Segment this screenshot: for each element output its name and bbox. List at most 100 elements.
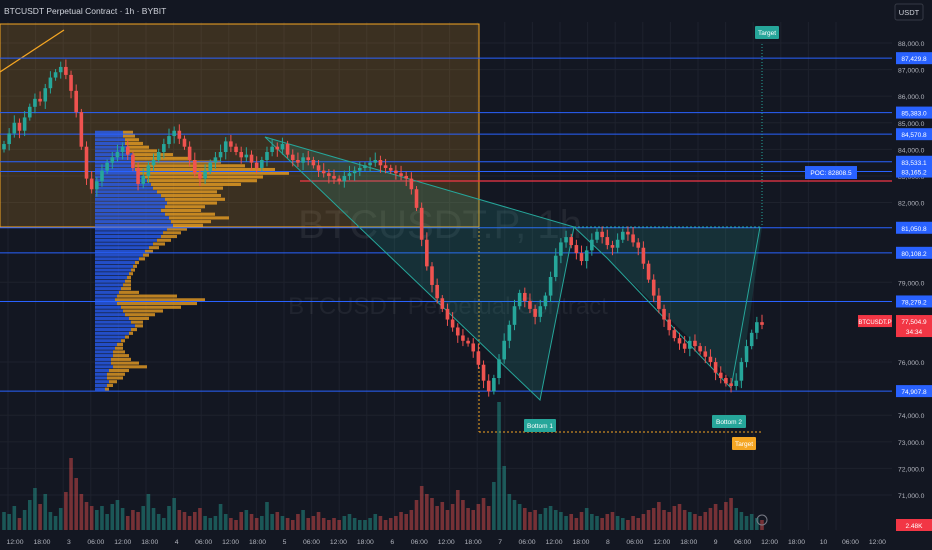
level-price-badge: [896, 385, 932, 398]
profile-bar-orange: [131, 268, 135, 272]
candle-body: [162, 144, 166, 153]
candle-body: [357, 167, 362, 171]
volume-bar: [559, 512, 563, 530]
volume-bar: [162, 518, 166, 530]
level-price-badge: [896, 106, 932, 119]
candle-body: [672, 330, 677, 339]
profile-bar-blue: [95, 380, 109, 384]
volume-bar: [718, 510, 723, 530]
volume-bar: [131, 510, 135, 530]
profile-bar-orange: [121, 339, 125, 343]
profile-bar-orange: [153, 186, 223, 190]
annotations: Target Bottom 1 Bottom 2 Target: [524, 26, 779, 526]
y-tick-label: 85,000.0: [898, 121, 925, 128]
candle-body: [22, 117, 27, 131]
profile-bar-orange: [129, 272, 133, 276]
candle-body: [646, 263, 651, 280]
profile-bar-blue: [95, 182, 151, 186]
candle-body: [399, 173, 403, 176]
profile-bar-blue: [95, 208, 161, 213]
candle-body: [708, 356, 713, 363]
volume-bar: [12, 506, 17, 530]
profile-bar-blue: [95, 153, 133, 157]
candle-body: [79, 112, 84, 147]
volume-bar: [383, 520, 388, 530]
volume-bar: [595, 516, 599, 530]
y-tick-label: 88,000.0: [898, 41, 925, 48]
candle-body: [600, 231, 604, 238]
last-price-symbol-box: [858, 315, 892, 328]
volume-bar: [198, 508, 202, 530]
y-tick-label: 84,000.0: [898, 147, 925, 154]
volume-bar: [636, 518, 641, 530]
candles: [2, 59, 764, 397]
volume-bar: [641, 514, 646, 530]
currency-button[interactable]: USDT: [894, 3, 924, 21]
x-tick-label: 5: [283, 539, 287, 546]
candle-body: [172, 130, 176, 137]
candle-body: [543, 295, 548, 307]
level-price-badge: [896, 128, 932, 141]
candle-body: [440, 298, 445, 309]
profile-bar-orange: [125, 279, 131, 283]
candle-body: [244, 154, 249, 158]
profile-bar-orange: [135, 261, 139, 265]
volume-bar: [363, 520, 367, 530]
profile-bar-blue: [95, 246, 149, 250]
profile-bar-orange: [115, 346, 123, 350]
candle-body: [33, 98, 37, 107]
candle-body: [749, 332, 754, 347]
candle-body: [538, 306, 543, 317]
candle-body: [481, 364, 486, 381]
profile-bar-blue: [95, 227, 167, 231]
volume-bar: [688, 512, 692, 530]
candle-body: [280, 144, 285, 150]
candle-body: [64, 66, 68, 75]
profile-bar-blue: [95, 342, 117, 347]
candle-body: [192, 159, 197, 174]
candle-body: [69, 74, 73, 91]
volume-bar: [43, 494, 48, 530]
candle-body: [466, 340, 470, 344]
candle-body: [682, 343, 687, 349]
x-tick-label: 06:00: [87, 539, 104, 546]
candle-body: [590, 239, 594, 251]
profile-bar-orange: [153, 242, 165, 246]
volume-badge: [896, 519, 932, 531]
profile-bar-blue: [95, 257, 139, 261]
profile-bar-blue: [95, 138, 125, 142]
profile-bar-orange: [123, 309, 163, 313]
profile-bar-blue: [95, 272, 129, 276]
candle-body: [167, 136, 171, 145]
candle-body: [254, 162, 259, 168]
profile-bar-orange: [145, 249, 153, 253]
volume-bar: [311, 516, 316, 530]
volume-bar: [69, 458, 73, 530]
candle-body: [641, 247, 646, 264]
candle-body: [84, 146, 89, 179]
volume-bar: [146, 494, 151, 530]
volume-bar: [528, 512, 532, 530]
profile-bar-orange: [151, 182, 241, 186]
profile-bar-blue: [95, 231, 163, 235]
volume-bar: [538, 514, 543, 530]
profile-bar-orange: [107, 376, 123, 380]
volume-bar: [749, 514, 754, 530]
candle-body: [693, 340, 697, 347]
volume-bar: [419, 486, 424, 530]
x-tick-label: 18:00: [572, 539, 589, 546]
level-price-badge: [896, 165, 932, 178]
volume-bar: [182, 512, 187, 530]
volume-bar: [316, 512, 321, 530]
candle-body: [394, 170, 398, 174]
x-tick-label: 12:00: [545, 539, 562, 546]
level-price-text: 87,429.8: [901, 56, 927, 63]
candle-body: [703, 351, 708, 357]
volume-bar: [620, 518, 625, 530]
volume-bar: [192, 512, 197, 530]
candle-body: [213, 157, 218, 163]
profile-bar-blue: [95, 190, 157, 194]
volume-bar: [615, 516, 620, 530]
candle-body: [574, 245, 579, 254]
